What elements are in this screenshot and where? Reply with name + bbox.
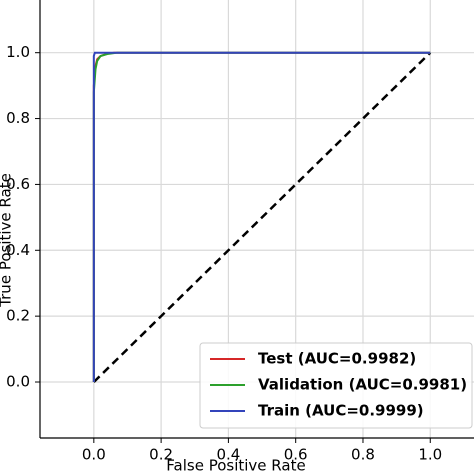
legend-box	[199, 342, 473, 429]
y-tick-label: 0.6	[6, 175, 30, 193]
y-tick-label: 0.8	[6, 109, 30, 127]
x-axis-label: False Positive Rate	[166, 457, 305, 474]
y-axis-label: True Positive Rate	[0, 173, 15, 308]
x-tick-label: 0.0	[82, 446, 106, 464]
x-tick-label: 1.0	[418, 446, 442, 464]
legend-label: Train (AUC=0.9999)	[258, 402, 424, 420]
y-tick-label: 0.2	[6, 307, 30, 325]
roc-line	[92, 51, 431, 383]
legend-label: Validation (AUC=0.9981)	[258, 376, 467, 394]
x-tick-label: 0.2	[149, 446, 173, 464]
x-tick-label: 0.8	[351, 446, 375, 464]
y-tick-label: 0.4	[6, 241, 30, 259]
legend-label: Test (AUC=0.9982)	[258, 350, 416, 368]
x-tick-label: 0.6	[284, 446, 308, 464]
reference-line	[92, 51, 432, 383]
y-tick-label: 1.0	[6, 43, 30, 61]
legend: Test (AUC=0.9982) Validation (AUC=0.9981)…	[199, 342, 473, 429]
y-tick-label: 0.0	[6, 373, 30, 391]
x-tick-label: 0.4	[216, 446, 240, 464]
